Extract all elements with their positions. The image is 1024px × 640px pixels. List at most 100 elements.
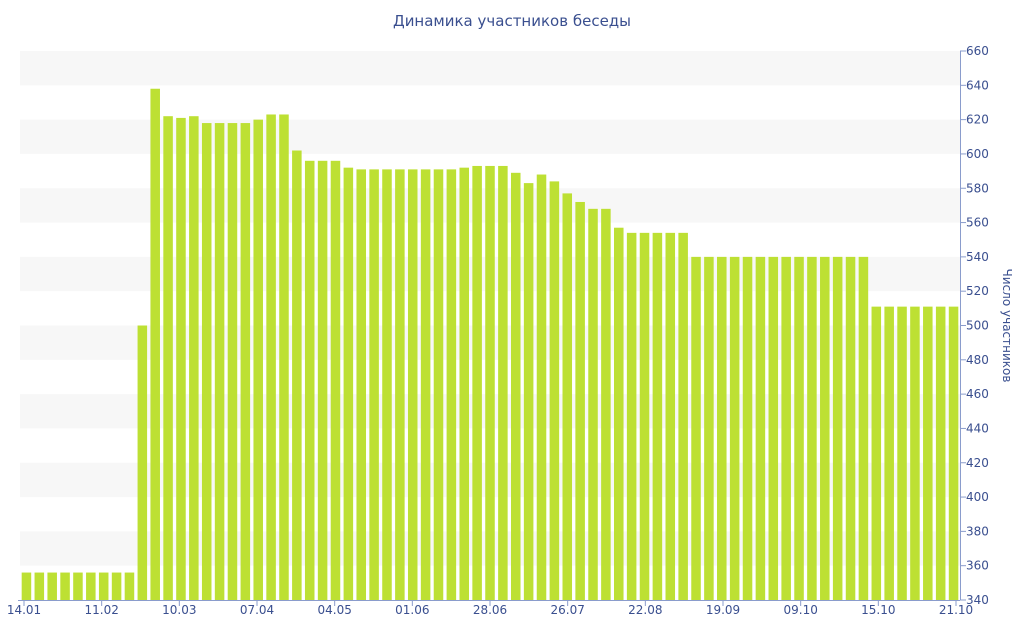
bar — [626, 232, 637, 600]
chart-title: Динамика участников беседы — [392, 12, 632, 30]
bar — [845, 256, 856, 600]
bar — [343, 167, 354, 600]
bar — [279, 114, 289, 601]
x-tick-label: 11.02 — [84, 603, 118, 617]
bar — [884, 306, 894, 600]
bar — [176, 117, 186, 601]
bar — [755, 256, 766, 600]
bar — [614, 227, 624, 600]
bar — [137, 325, 148, 600]
bar — [832, 256, 843, 600]
bar — [588, 208, 598, 600]
bar — [150, 88, 160, 601]
y-tick-label: 380 — [966, 524, 989, 538]
y-tick-label: 600 — [966, 147, 989, 161]
bar — [742, 256, 753, 600]
x-tick-label: 07.04 — [240, 603, 274, 617]
bar — [189, 116, 199, 600]
bar — [523, 183, 534, 600]
bar — [253, 119, 263, 600]
bar — [382, 169, 392, 601]
x-tick-label: 01.06 — [395, 603, 429, 617]
y-tick-label: 660 — [966, 44, 989, 58]
y-tick-label: 560 — [966, 216, 989, 230]
bar — [317, 160, 328, 601]
y-tick-label: 400 — [966, 490, 989, 504]
y-tick-label: 440 — [966, 421, 989, 435]
bar — [665, 232, 676, 600]
bar — [472, 165, 482, 600]
bar — [201, 123, 212, 601]
y-axis-label: Число участников — [1000, 269, 1014, 383]
bar — [639, 232, 650, 600]
bar — [292, 150, 302, 600]
y-tick-label: 480 — [966, 353, 989, 367]
y-tick-label: 540 — [966, 250, 989, 264]
bar — [34, 572, 45, 600]
bar — [485, 165, 495, 600]
y-tick-label: 580 — [966, 181, 989, 195]
bar — [459, 167, 470, 600]
bar — [60, 572, 70, 600]
bar — [304, 160, 315, 601]
bar — [407, 169, 418, 601]
bar — [356, 169, 366, 601]
y-tick-label: 520 — [966, 284, 989, 298]
y-tick-label: 420 — [966, 456, 989, 470]
bar — [562, 193, 573, 600]
bar — [86, 572, 96, 600]
bar — [768, 256, 779, 600]
bar — [549, 181, 560, 600]
bar — [240, 123, 251, 601]
bar — [858, 256, 869, 600]
bar — [935, 306, 946, 600]
bar — [652, 232, 663, 600]
bar — [433, 169, 444, 601]
bar — [498, 165, 508, 600]
bar — [781, 256, 791, 600]
bar — [871, 306, 882, 600]
bar — [678, 232, 688, 600]
x-tick-label: 26.07 — [550, 603, 584, 617]
bar — [227, 123, 238, 601]
bar — [717, 256, 727, 600]
grid-band — [20, 119, 960, 154]
x-tick-label: 22.08 — [628, 603, 662, 617]
bar — [510, 172, 521, 600]
bar — [446, 169, 457, 601]
x-tick-label: 19.09 — [706, 603, 740, 617]
bar — [369, 169, 379, 601]
bar — [330, 160, 341, 601]
bar — [807, 256, 817, 600]
bar — [820, 256, 830, 600]
y-tick-label: 640 — [966, 78, 989, 92]
y-tick-label: 620 — [966, 113, 989, 127]
x-tick-label: 04.05 — [317, 603, 351, 617]
bar — [948, 306, 959, 600]
bar — [910, 306, 920, 600]
bar — [575, 201, 585, 600]
bar — [98, 572, 109, 600]
x-tick-label: 10.03 — [162, 603, 196, 617]
bar — [111, 572, 122, 600]
bar — [704, 256, 714, 600]
x-tick-label: 28.06 — [473, 603, 507, 617]
grid-band — [20, 51, 960, 86]
bar — [124, 572, 135, 600]
bar — [420, 169, 431, 601]
bar — [21, 572, 32, 600]
bar — [923, 306, 933, 600]
bar — [73, 572, 83, 600]
y-tick-label: 460 — [966, 387, 989, 401]
bar — [214, 123, 225, 601]
x-tick-label: 14.01 — [7, 603, 41, 617]
bar — [47, 572, 57, 600]
y-tick-label: 500 — [966, 319, 989, 333]
bar — [601, 208, 611, 600]
bar — [163, 116, 173, 600]
x-tick-label: 09.10 — [783, 603, 817, 617]
bar — [266, 114, 276, 601]
bar — [536, 174, 547, 600]
y-tick-label: 360 — [966, 559, 989, 573]
bar — [897, 306, 907, 600]
